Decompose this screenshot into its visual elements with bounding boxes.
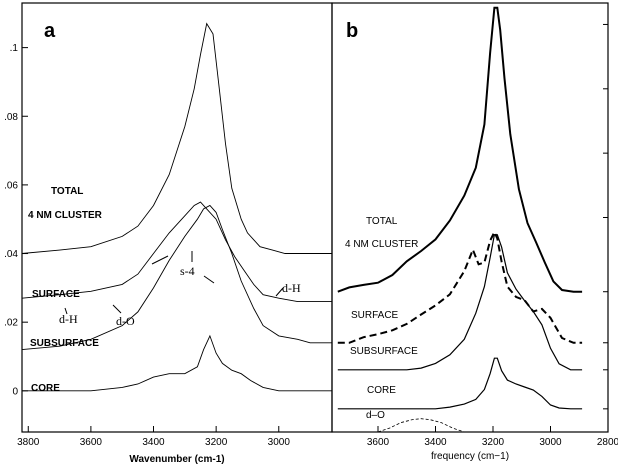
panel-a-xtick-label: 3600 [80, 437, 103, 448]
panel-a-ytick-label: .04 [4, 249, 18, 260]
panel-a-label: a [44, 20, 56, 42]
panel-a-curves [22, 24, 332, 391]
panel-a-xtick-label: 3400 [142, 437, 165, 448]
annotation-dh-left: d-H [59, 312, 78, 326]
panel-b-label-do: d–O [366, 410, 385, 421]
panel-b-xtick-label: 2800 [597, 437, 618, 448]
panel-b-label-cluster: 4 NM CLUSTER [345, 239, 418, 250]
panel-b-label: b [346, 20, 358, 42]
panel-a-label-surface: SURFACE [32, 289, 80, 300]
annotation-s4-arrow-left [152, 256, 168, 264]
panel-b-label-core: CORE [367, 385, 396, 396]
panel-b-xtick-label: 3400 [424, 437, 447, 448]
panel-a-label-subsurface: SUBSURFACE [30, 338, 99, 349]
panel-a-curve-2 [22, 206, 332, 350]
panel-b-xtick-label: 3000 [539, 437, 562, 448]
panel-b-xtick-label: 3200 [482, 437, 505, 448]
panel-b-xlabel: frequency (cm−1) [431, 451, 509, 462]
panel-b-label-total: TOTAL [366, 216, 398, 227]
panel-a-ytick-label: 0 [12, 386, 18, 397]
panel-a-ytick-label: .02 [4, 318, 18, 329]
panel-b-label-surface: SURFACE [351, 310, 399, 321]
annotation-do-pointer [113, 305, 121, 313]
annotation-dh-right: d-H [282, 281, 301, 295]
panel-a-xtick-label: 3000 [268, 437, 291, 448]
panel-a-xlabel: Wavenumber (cm-1) [129, 454, 224, 465]
panel-b-xtick-label: 3600 [367, 437, 390, 448]
panel-a-ytick-label: .06 [4, 180, 18, 191]
annotation-do: d-O [116, 314, 135, 328]
panel-a-label-total: TOTAL [51, 186, 83, 197]
panel-b-curve-4 [378, 419, 464, 432]
panel-a-xtick-label: 3200 [205, 437, 228, 448]
panel-a-ytick-label: .08 [4, 112, 18, 123]
panel-a-xtick-label: 3800 [17, 437, 40, 448]
panel-b-label-subsurface: SUBSURFACE [350, 346, 418, 357]
panel-b-curve-3 [338, 358, 582, 409]
annotation-s4: s-4 [180, 264, 195, 278]
annotation-s4-arrow-right [204, 276, 214, 283]
panel-a-label-cluster: 4 NM CLUSTER [28, 210, 103, 221]
panel-a-ytick-label: .1 [10, 43, 19, 54]
panel-a-label-core: CORE [31, 383, 60, 394]
